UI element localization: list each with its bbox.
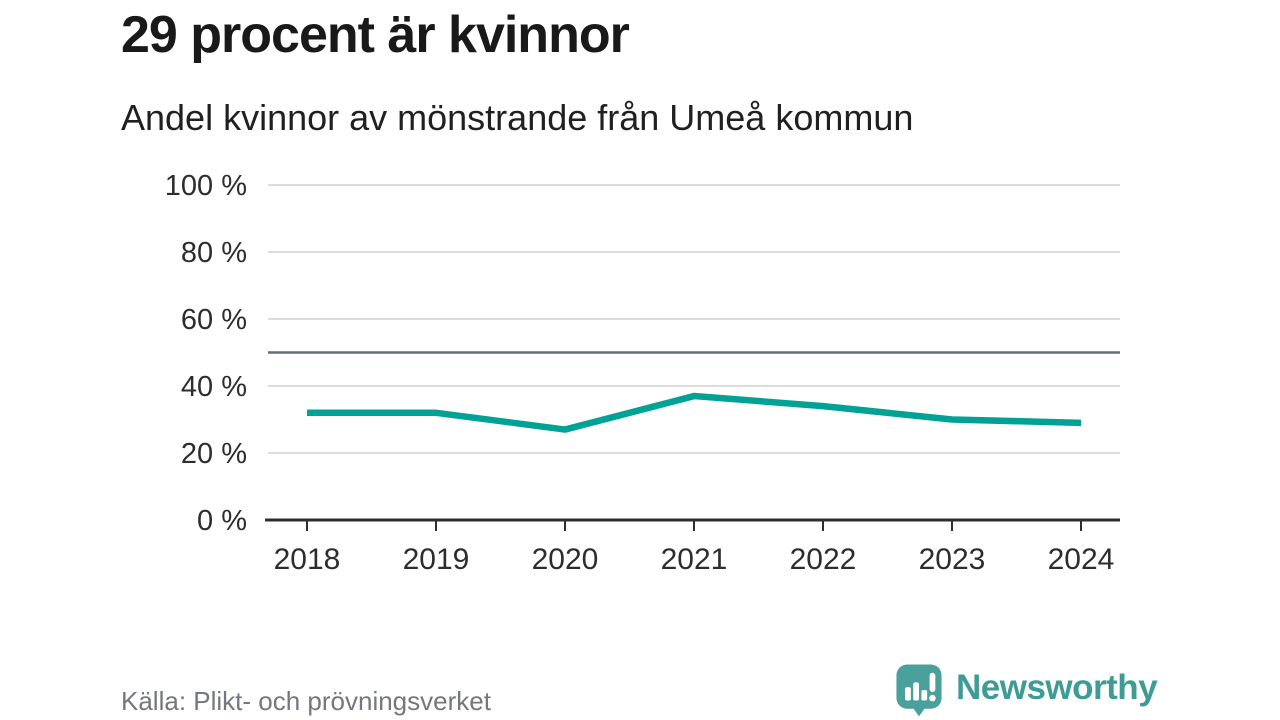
svg-text:60 %: 60 %: [181, 304, 247, 336]
newsworthy-logo-icon: [896, 664, 942, 717]
svg-text:2021: 2021: [661, 543, 728, 576]
svg-text:2018: 2018: [274, 543, 341, 576]
x-axis: [265, 518, 1120, 531]
y-axis-labels: 0 % 20 % 40 % 60 % 80 % 100 %: [165, 170, 247, 537]
data-line-andel-kvinnor: [307, 392, 1082, 433]
svg-text:2020: 2020: [532, 543, 599, 576]
svg-text:2022: 2022: [790, 543, 857, 576]
svg-text:40 %: 40 %: [181, 371, 247, 403]
x-axis-labels: 2018 2019 2020 2021 2022 2023 2024: [274, 543, 1115, 576]
svg-text:2023: 2023: [919, 543, 986, 576]
svg-text:2019: 2019: [403, 543, 470, 576]
source-note: Källa: Plikt- och prövningsverket: [121, 686, 491, 716]
svg-text:2024: 2024: [1048, 543, 1115, 576]
svg-text:20 %: 20 %: [181, 438, 247, 470]
chart-title: 29 procent är kvinnor: [121, 6, 630, 64]
newsworthy-logo: Newsworthy: [895, 662, 1158, 718]
svg-text:100 %: 100 %: [165, 170, 247, 202]
chart-subtitle: Andel kvinnor av mönstrande från Umeå ko…: [121, 97, 914, 138]
newsworthy-logo-text: Newsworthy: [956, 667, 1158, 707]
svg-text:80 %: 80 %: [181, 237, 247, 269]
svg-text:0 %: 0 %: [197, 505, 247, 537]
gridlines: [268, 184, 1120, 454]
